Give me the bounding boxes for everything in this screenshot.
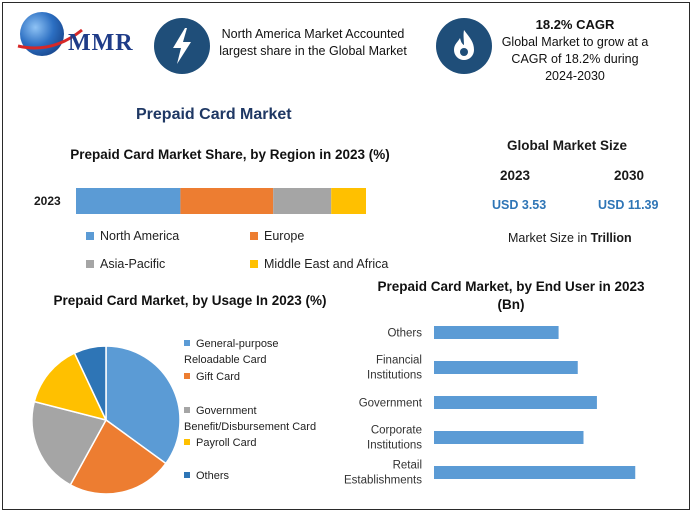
legend-item-mea: Middle East and Africa bbox=[250, 257, 388, 271]
swoosh-icon bbox=[17, 28, 83, 50]
page-title: Prepaid Card Market bbox=[136, 106, 292, 123]
end-user-bar-4 bbox=[434, 466, 636, 479]
end-user-label-1: Financial Institutions bbox=[367, 355, 422, 382]
legend-label-north-america: North America bbox=[100, 229, 180, 243]
legend-label-asia-pacific: Asia-Pacific bbox=[100, 257, 166, 271]
end-user-bar-1 bbox=[434, 361, 578, 374]
market-size-value-2030: USD 11.39 bbox=[598, 198, 659, 212]
pie-slice-3 bbox=[33, 352, 108, 422]
legend-label-mea: Middle East and Africa bbox=[264, 257, 389, 271]
pie-label-payroll: Payroll Card bbox=[196, 437, 257, 449]
pie-slice-1 bbox=[69, 418, 167, 495]
end-user-bar-2 bbox=[434, 396, 597, 409]
flame-icon bbox=[436, 18, 492, 74]
cagr-title: 18.2% CAGR bbox=[535, 17, 615, 32]
region-chart bbox=[76, 188, 366, 214]
legend-swatch-north-america bbox=[86, 232, 94, 240]
market-size-note: Market Size in Trillion bbox=[508, 231, 632, 245]
pie-swatch-gift-card bbox=[184, 373, 190, 379]
market-size-year-2023: 2023 bbox=[500, 168, 531, 183]
pie-label-government: Government Benefit/Disbursement Card bbox=[184, 405, 317, 433]
end-user-bar-0 bbox=[434, 326, 559, 339]
pie-label-general-purpose: General-purpose Reloadable Card bbox=[184, 338, 279, 366]
logo-text: MMR bbox=[68, 30, 134, 56]
legend-swatch-mea bbox=[250, 260, 258, 268]
market-size-value-2023: USD 3.53 bbox=[492, 198, 547, 212]
region-bar-segment-3 bbox=[331, 188, 366, 214]
market-size-note-unit: Trillion bbox=[590, 231, 632, 245]
region-bar-segment-0 bbox=[76, 188, 181, 214]
pie-legend-gift-card: Gift Card bbox=[184, 369, 240, 385]
market-size-title: Global Market Size bbox=[507, 138, 628, 153]
pie-legend-others: Others bbox=[184, 468, 229, 484]
region-bar-segment-2 bbox=[273, 188, 332, 214]
usage-chart-title: Prepaid Card Market, by Usage In 2023 (%… bbox=[53, 293, 327, 308]
market-size-note-prefix: Market Size in bbox=[508, 231, 591, 245]
region-bar-segment-1 bbox=[180, 188, 274, 214]
pie-legend-general-purpose: General-purpose Reloadable Card bbox=[184, 336, 314, 368]
north-america-note: North America Market Accounted largest s… bbox=[219, 27, 407, 58]
pie-slice-0 bbox=[105, 345, 181, 465]
end-user-label-3: Corporate Institutions bbox=[367, 425, 422, 452]
legend-label-europe: Europe bbox=[264, 229, 305, 243]
lightning-icon bbox=[154, 18, 210, 74]
end-user-label-2: Government bbox=[359, 398, 423, 410]
legend-item-europe: Europe bbox=[250, 229, 304, 243]
end-user-bar-3 bbox=[434, 431, 584, 444]
region-chart-title: Prepaid Card Market Share, by Region in … bbox=[70, 147, 390, 162]
pie-label-others: Others bbox=[196, 470, 230, 482]
region-chart-category-label: 2023 bbox=[34, 194, 61, 208]
end-user-chart-title: Prepaid Card Market, by End User in 2023… bbox=[377, 279, 645, 312]
legend-item-asia-pacific: Asia-Pacific bbox=[86, 257, 165, 271]
pie-swatch-government bbox=[184, 407, 190, 413]
cagr-text: Global Market to grow at a CAGR of 18.2%… bbox=[501, 35, 649, 83]
pie-slice-4 bbox=[73, 345, 107, 421]
market-size-year-2030: 2030 bbox=[614, 168, 645, 183]
pie-swatch-general-purpose bbox=[184, 340, 190, 346]
pie-swatch-others bbox=[184, 472, 190, 478]
pie-label-gift-card: Gift Card bbox=[196, 371, 241, 383]
pie-legend-government: Government Benefit/Disbursement Card bbox=[184, 403, 354, 435]
pie-slice-2 bbox=[31, 400, 108, 486]
end-user-label-4: Retail Establishments bbox=[344, 460, 422, 487]
legend-swatch-asia-pacific bbox=[86, 260, 94, 268]
pie-swatch-payroll bbox=[184, 439, 190, 445]
end-user-chart: Others Financial Institutions Government Cor… bbox=[344, 326, 636, 487]
legend-swatch-europe bbox=[250, 232, 258, 240]
mmr-logo: MMR bbox=[12, 10, 138, 60]
infographic-frame bbox=[2, 2, 690, 510]
legend-item-north-america: North America bbox=[86, 229, 179, 243]
end-user-label-0: Others bbox=[387, 328, 422, 340]
pie-legend-payroll: Payroll Card bbox=[184, 435, 257, 451]
usage-pie-chart bbox=[31, 345, 181, 495]
